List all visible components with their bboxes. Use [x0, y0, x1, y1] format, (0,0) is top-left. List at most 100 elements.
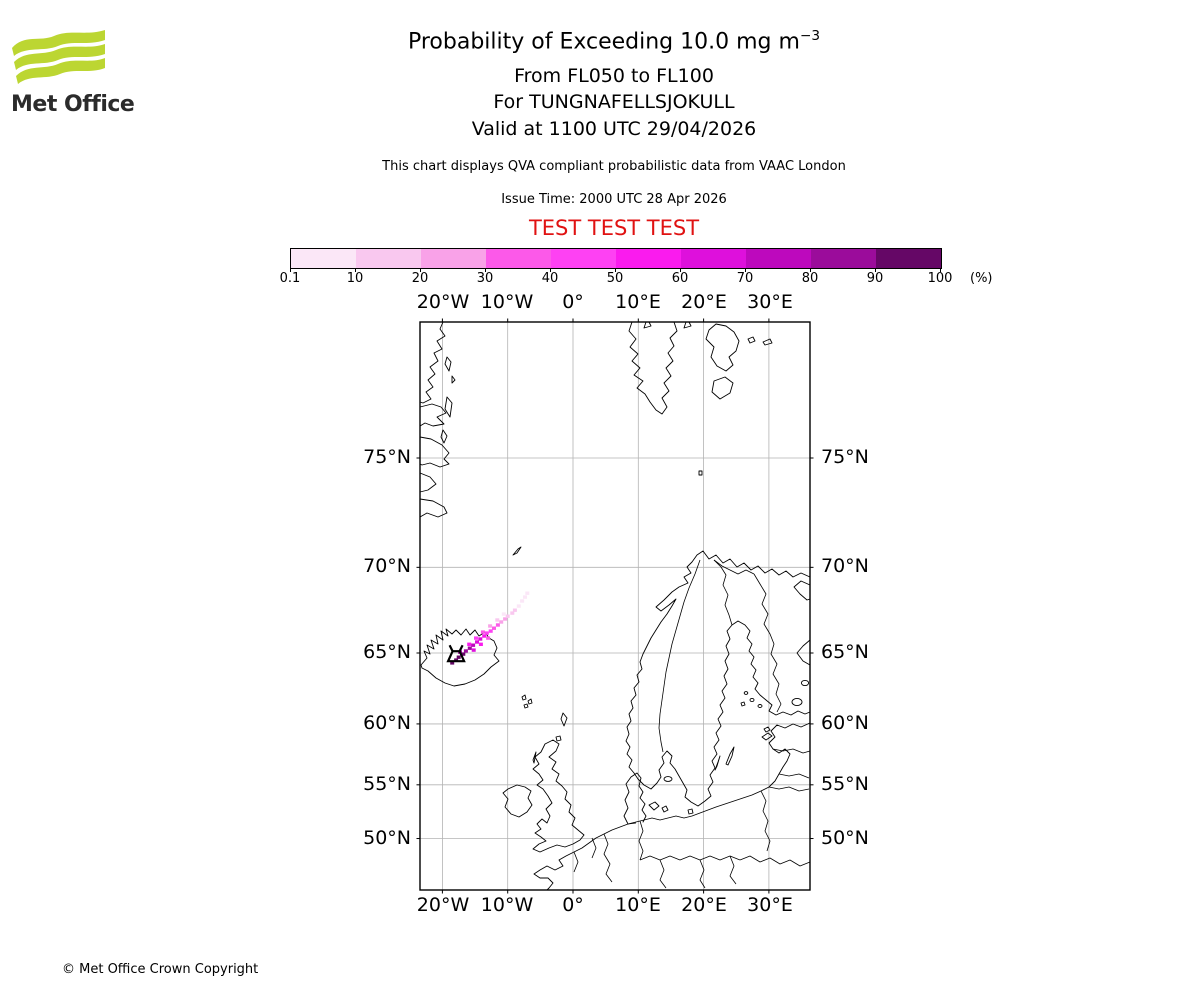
y-axis-label-left: 55°N [363, 773, 411, 795]
colorbar-tick-label: 90 [866, 271, 884, 286]
met-office-logo-text: Met Office [11, 92, 135, 117]
y-axis-label-left: 60°N [363, 712, 411, 734]
page-title: Probability of Exceeding 10.0 mg m−3 [407, 28, 821, 55]
title-exponent: −3 [799, 28, 821, 44]
y-axis-label-right: 55°N [821, 773, 869, 795]
colorbar-segment [291, 249, 356, 268]
x-axis-label-top: 10°W [480, 291, 534, 313]
x-axis-label-bottom: 30°E [747, 894, 793, 916]
colorbar-tick [875, 268, 876, 272]
colorbar-tick-label: 40 [541, 271, 559, 286]
colorbar-segment [421, 249, 486, 268]
met-office-logo-waves-icon [12, 30, 105, 84]
subtitle-valid-time: Valid at 1100 UTC 29/04/2026 [471, 118, 757, 140]
volcano-icon [446, 644, 466, 663]
colorbar-segment [811, 249, 876, 268]
colorbar-unit-label: (%) [970, 271, 993, 286]
plume-cell [471, 643, 476, 647]
x-axis-label-bottom: 10°W [480, 894, 534, 916]
y-axis-label-right: 60°N [821, 712, 869, 734]
test-banner: TEST TEST TEST [528, 216, 700, 240]
x-axis-label-top: 0° [562, 291, 584, 313]
x-axis-label-top: 20°W [416, 291, 470, 313]
x-axis-label-top: 20°E [681, 291, 727, 313]
colorbar-segment [356, 249, 421, 268]
plume-cell [501, 612, 506, 616]
plume-cell [495, 618, 500, 622]
colorbar-segment [551, 249, 616, 268]
y-axis-label-right: 65°N [821, 641, 869, 663]
plume-cell [499, 620, 504, 624]
plume-cell [503, 617, 508, 621]
plume-cell [486, 636, 491, 640]
colorbar-tick [680, 268, 681, 272]
colorbar-segment [486, 249, 551, 268]
colorbar-tick [355, 268, 356, 272]
subtitle-flight-levels: From FL050 to FL100 [514, 65, 714, 87]
colorbar-tick-label: 20 [411, 271, 429, 286]
plume-cell [505, 614, 510, 618]
x-axis-label-bottom: 10°E [615, 894, 661, 916]
plume-cell [480, 630, 485, 634]
map [416, 318, 814, 894]
colorbar-tick [290, 268, 291, 272]
colorbar-segment [746, 249, 811, 268]
plume-cell [488, 624, 493, 628]
colorbar-tick-label: 80 [801, 271, 819, 286]
plume-cell [495, 623, 500, 627]
plume-cell [467, 642, 472, 646]
y-axis-label-right: 75°N [821, 446, 869, 468]
colorbar-tick [745, 268, 746, 272]
colorbar-segment [616, 249, 681, 268]
copyright: © Met Office Crown Copyright [62, 962, 259, 977]
map-axis-ticks [416, 318, 814, 894]
plume-cell [482, 634, 487, 638]
qva-note: This chart displays QVA compliant probab… [382, 159, 846, 174]
coastlines [419, 321, 811, 891]
country-borders [573, 559, 811, 889]
issue-time: Issue Time: 2000 UTC 28 Apr 2026 [501, 192, 727, 207]
plume-cell [510, 611, 515, 615]
y-axis-label-left: 75°N [363, 446, 411, 468]
plume-cell [523, 595, 527, 599]
y-axis-label-left: 50°N [363, 827, 411, 849]
colorbar-tick-label: 70 [736, 271, 754, 286]
plume-cell [461, 652, 466, 656]
volcano-marker-icon [446, 644, 466, 663]
plume-cell [520, 599, 525, 603]
y-axis-label-left: 70°N [363, 555, 411, 577]
plume-cell [474, 636, 478, 640]
colorbar-tick [810, 268, 811, 272]
map-gridlines [420, 322, 810, 890]
plume-cell [478, 642, 483, 646]
colorbar-tick [420, 268, 421, 272]
plume-cell [478, 637, 483, 641]
map-frame [419, 321, 811, 891]
colorbar-tick [550, 268, 551, 272]
plume-cell [525, 591, 530, 595]
plume-cell [463, 649, 468, 653]
colorbar-segment [681, 249, 746, 268]
plume-cell [471, 648, 476, 652]
x-axis-label-bottom: 20°W [416, 894, 470, 916]
colorbar-tick-label: 60 [671, 271, 689, 286]
colorbar [290, 248, 942, 269]
y-axis-label-right: 50°N [821, 827, 869, 849]
plume-cell [484, 631, 489, 635]
plume-cell [467, 646, 472, 650]
plume-cell [516, 604, 521, 608]
ash-probability-plume [450, 591, 530, 665]
colorbar-segment [876, 249, 941, 268]
colorbar-tick [485, 268, 486, 272]
colorbar-tick [940, 268, 941, 272]
colorbar-tick-label: 30 [476, 271, 494, 286]
colorbar-tick-label: 100 [927, 271, 953, 286]
subtitle-volcano: For TUNGNAFELLSJOKULL [493, 91, 735, 113]
plume-cell [512, 608, 517, 612]
x-axis-label-bottom: 0° [562, 894, 584, 916]
x-axis-label-bottom: 20°E [681, 894, 727, 916]
y-axis-label-right: 70°N [821, 555, 869, 577]
plume-cell [475, 640, 479, 644]
colorbar-tick [615, 268, 616, 272]
